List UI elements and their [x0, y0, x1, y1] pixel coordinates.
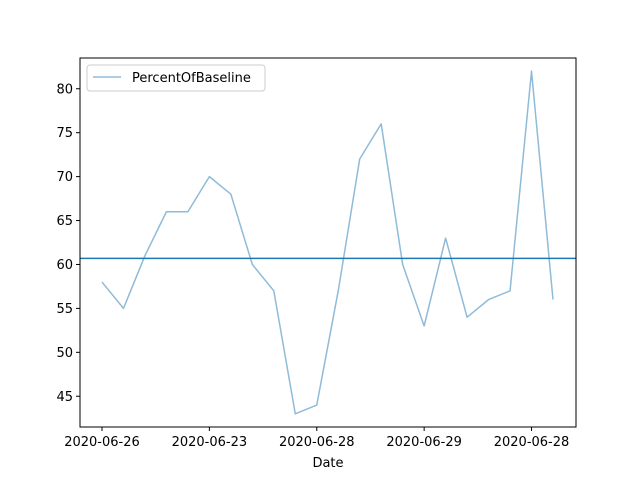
y-tick-label: 55: [56, 302, 73, 317]
y-tick-label: 50: [56, 346, 73, 361]
x-tick-label: 2020-06-29: [386, 435, 462, 450]
y-tick-label: 70: [56, 170, 73, 185]
x-tick-label: 2020-06-23: [172, 435, 248, 450]
legend-label: PercentOfBaseline: [132, 71, 251, 86]
x-axis-label: Date: [312, 456, 343, 471]
x-axis: 2020-06-26 2020-06-23 2020-06-28 2020-06-29…: [64, 427, 569, 450]
y-tick-label: 75: [56, 126, 73, 141]
legend: PercentOfBaseline: [86, 64, 266, 92]
y-tick-label: 80: [56, 82, 73, 97]
x-tick-label: 2020-06-28: [279, 435, 355, 450]
series-line-percentofbaseline: [101, 70, 554, 415]
y-axis: 45 50 55 60 65 70 75 80: [56, 82, 80, 405]
plot-frame: [79, 57, 577, 428]
legend-box: [86, 64, 266, 92]
plot-area: [80, 70, 576, 415]
y-tick-label: 65: [56, 214, 73, 229]
y-tick-label: 45: [56, 390, 73, 405]
x-tick-label: 2020-06-26: [64, 435, 140, 450]
y-tick-label: 60: [56, 258, 73, 273]
x-tick-label: 2020-06-28: [494, 435, 570, 450]
